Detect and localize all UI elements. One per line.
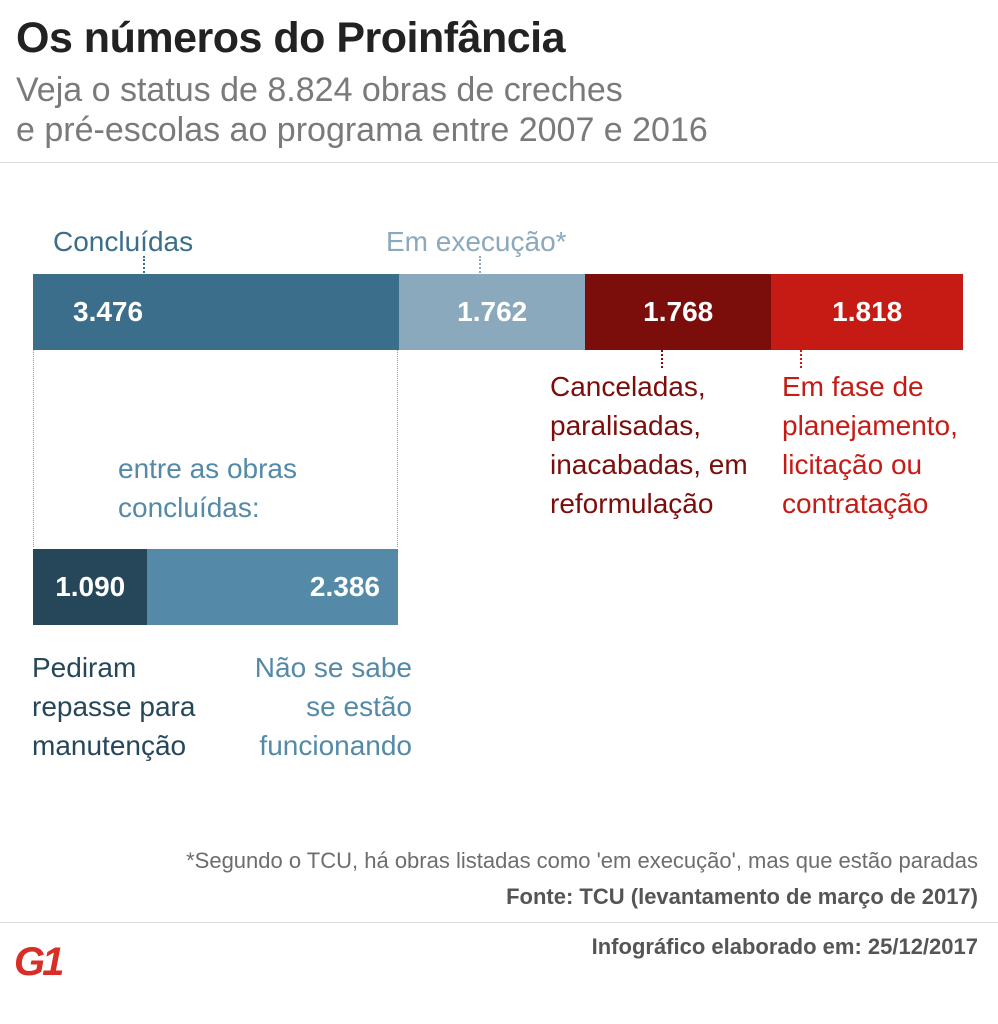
label-em-execucao: Em execução* bbox=[386, 226, 567, 257]
value-planejamento: 1.818 bbox=[832, 296, 903, 327]
value-em-execucao: 1.762 bbox=[457, 296, 528, 327]
footer-divider bbox=[0, 922, 998, 923]
label-repasse-line-3: manutenção bbox=[32, 730, 187, 761]
label-nao-sabe-line-3: funcionando bbox=[259, 730, 412, 761]
credit: Infográfico elaborado em: 25/12/2017 bbox=[591, 934, 978, 959]
value-repasse: 1.090 bbox=[55, 571, 126, 602]
label-repasse-line-1: Pediram bbox=[32, 652, 137, 683]
chart-subtitle: Veja o status de 8.824 obras de creches … bbox=[16, 70, 976, 150]
label-canceladas-line-1: Canceladas, bbox=[550, 371, 706, 402]
label-canceladas-line-3: inacabadas, em bbox=[550, 449, 748, 480]
guide-left bbox=[33, 350, 34, 547]
bar-segment-canceladas: 1.768 bbox=[585, 274, 772, 350]
label-planejamento-line-2: planejamento, bbox=[782, 410, 958, 441]
label-nao-sabe: Não se sabe se estão funcionando bbox=[180, 648, 412, 765]
source: Fonte: TCU (levantamento de março de 201… bbox=[506, 884, 978, 909]
label-canceladas-line-4: reformulação bbox=[550, 488, 714, 519]
sub-chart-title-line-2: concluídas: bbox=[118, 492, 260, 523]
label-planejamento: Em fase de planejamento, licitação ou co… bbox=[782, 367, 958, 523]
bar-segment-planejamento: 1.818 bbox=[771, 274, 963, 350]
label-nao-sabe-line-1: Não se sabe bbox=[254, 652, 412, 683]
label-planejamento-line-1: Em fase de bbox=[782, 371, 924, 402]
header-divider bbox=[0, 162, 998, 163]
value-canceladas: 1.768 bbox=[643, 296, 714, 327]
subtitle-line-2: e pré-escolas ao programa entre 2007 e 2… bbox=[16, 111, 708, 149]
chart-title: Os números do Proinfância bbox=[16, 14, 566, 62]
subtitle-line-1: Veja o status de 8.824 obras de creches bbox=[16, 71, 623, 109]
footnote: *Segundo o TCU, há obras listadas como '… bbox=[186, 848, 978, 873]
leader-concluidas bbox=[143, 256, 145, 273]
sub-chart-title-line-1: entre as obras bbox=[118, 453, 297, 484]
g1-logo: G1 bbox=[14, 940, 64, 984]
bar-segment-repasse: 1.090 bbox=[33, 549, 148, 625]
sub-chart-title: entre as obras concluídas: bbox=[118, 449, 297, 527]
bar-segment-concluidas: 3.476 bbox=[33, 274, 400, 350]
label-repasse-line-2: repasse para bbox=[32, 691, 196, 722]
guide-right bbox=[397, 350, 398, 547]
leader-planejamento bbox=[800, 350, 802, 368]
leader-canceladas bbox=[661, 350, 663, 368]
bar-segment-em-execucao: 1.762 bbox=[399, 274, 586, 350]
label-concluidas: Concluídas bbox=[53, 226, 194, 257]
label-canceladas: Canceladas, paralisadas, inacabadas, em … bbox=[550, 367, 748, 523]
label-planejamento-line-3: licitação ou bbox=[782, 449, 923, 480]
label-nao-sabe-line-2: se estão bbox=[306, 691, 412, 722]
label-planejamento-line-4: contratação bbox=[782, 488, 929, 519]
leader-em-execucao bbox=[479, 256, 481, 273]
label-canceladas-line-2: paralisadas, bbox=[550, 410, 701, 441]
value-nao-sabe: 2.386 bbox=[309, 571, 380, 602]
value-concluidas: 3.476 bbox=[73, 296, 144, 327]
label-repasse: Pediram repasse para manutenção bbox=[32, 648, 195, 765]
bar-segment-nao-sabe: 2.386 bbox=[147, 549, 398, 625]
